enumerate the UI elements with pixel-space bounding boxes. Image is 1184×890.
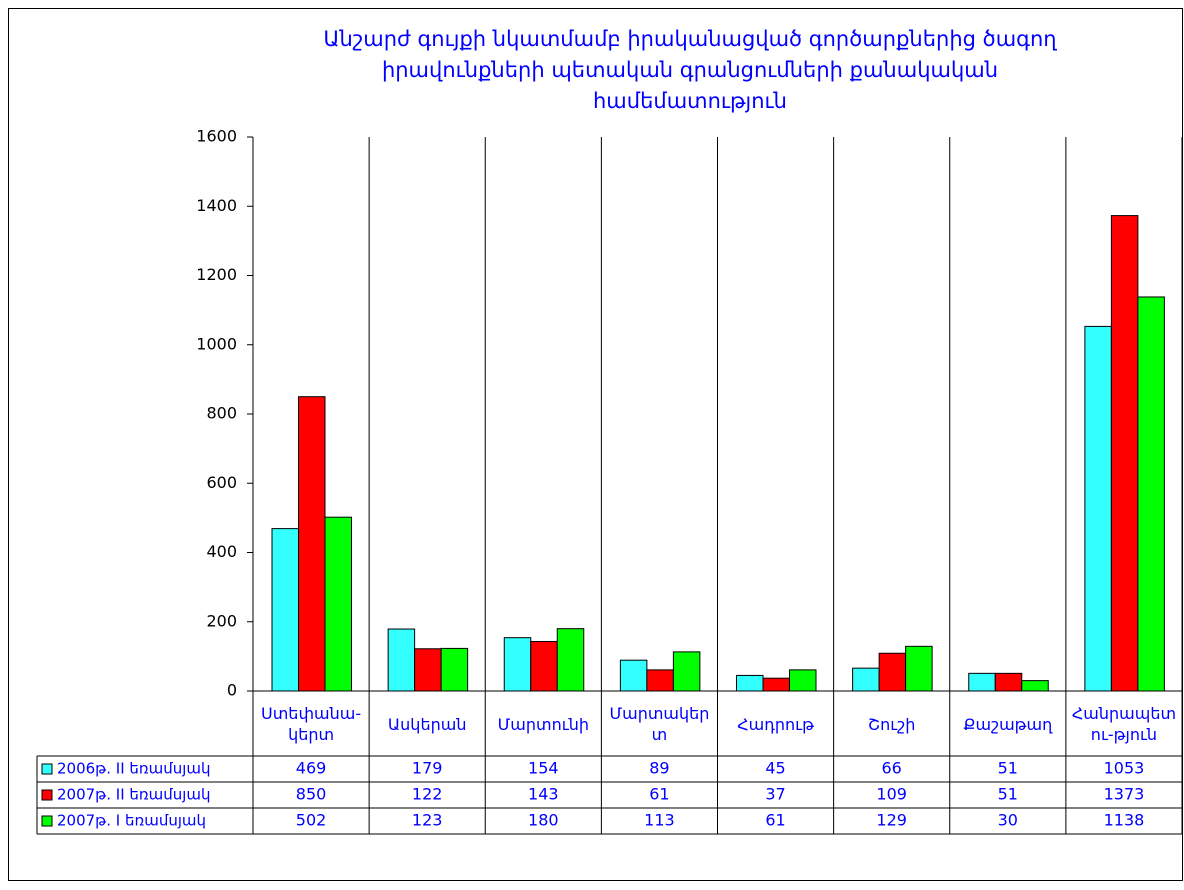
x-tick-label-box: Մարտակերտ [609, 704, 710, 744]
x-tick-label: Հանրապետու-թյուն [1071, 704, 1177, 744]
table-value: 850 [296, 785, 327, 804]
y-tick-label: 600 [206, 473, 237, 492]
bar [878, 652, 907, 692]
table-value: 1053 [1104, 759, 1145, 778]
x-tick-label: Հադրութ [737, 714, 814, 734]
chart-title: Անշարժ գույքի նկատմամբ իրականացված գործա… [323, 27, 1057, 51]
bar [736, 674, 764, 692]
bar [387, 628, 416, 692]
chart-title: իրավունքների պետական գրանցումների քանակա… [382, 58, 998, 82]
table-value: 1138 [1104, 811, 1145, 830]
x-tick-label-box: Ասկերան [387, 714, 467, 734]
legend-label: 2007թ. II եռամսյակ [57, 786, 210, 804]
bar [1137, 296, 1165, 692]
table-value: 113 [644, 811, 675, 830]
table-value: 51 [998, 759, 1018, 778]
table-value: 61 [765, 811, 785, 830]
legend-label: 2007թ. I եռամսյակ [57, 812, 206, 830]
y-tick-label: 1400 [196, 196, 237, 215]
bar [556, 628, 585, 692]
table-value: 143 [528, 785, 559, 804]
bar [762, 677, 790, 692]
chart-title: համեմատություն [593, 89, 787, 113]
x-tick-label: Մարտակերտ [609, 704, 710, 744]
legend-swatch [41, 789, 53, 801]
table-value: 30 [998, 811, 1018, 830]
table-value: 61 [649, 785, 669, 804]
bar [298, 396, 326, 692]
table-value: 129 [876, 811, 907, 830]
table-value: 37 [765, 785, 785, 804]
legend-swatch [41, 763, 53, 775]
table-value: 51 [998, 785, 1018, 804]
legend-swatch [41, 815, 53, 827]
x-tick-label-box: Հադրութ [737, 714, 814, 734]
bar [1021, 680, 1049, 692]
bar [852, 667, 880, 692]
table-value: 179 [412, 759, 443, 778]
table-value: 180 [528, 811, 559, 830]
x-tick-label: Մարտունի [497, 714, 589, 734]
y-tick-label: 0 [227, 681, 237, 700]
bar [905, 645, 933, 692]
table-value: 502 [296, 811, 327, 830]
bar [968, 672, 996, 692]
bar [1110, 215, 1139, 692]
bar [271, 528, 299, 692]
x-tick-label-box: Ստեփանա-կերտ [261, 704, 362, 744]
x-tick-label-box: Հանրապետու-թյուն [1071, 704, 1177, 744]
y-tick-label: 400 [206, 542, 237, 561]
y-tick-label: 200 [206, 611, 237, 630]
bar [994, 672, 1023, 692]
x-tick-label: Ստեփանա-կերտ [261, 704, 362, 744]
bar [619, 659, 648, 692]
table-value: 89 [649, 759, 669, 778]
table-value: 1373 [1104, 785, 1145, 804]
bar [789, 669, 817, 692]
table-value: 109 [876, 785, 907, 804]
table-value: 122 [412, 785, 443, 804]
table-value: 45 [765, 759, 785, 778]
table-value: 66 [882, 759, 902, 778]
y-tick-label: 1000 [196, 334, 237, 353]
x-tick-label-box: Քաշաթաղ [963, 714, 1053, 734]
x-tick-label: Շուշի [868, 714, 916, 734]
x-tick-label: Քաշաթաղ [963, 714, 1053, 734]
x-tick-label-box: Շուշի [868, 714, 916, 734]
x-tick-label: Ասկերան [387, 714, 467, 734]
bar [324, 516, 352, 692]
table-value: 123 [412, 811, 443, 830]
y-tick-label: 800 [206, 404, 237, 423]
bar [1084, 325, 1112, 692]
bar [440, 647, 469, 692]
table-value: 154 [528, 759, 559, 778]
y-tick-label: 1200 [196, 265, 237, 284]
bar [414, 648, 442, 692]
legend-label: 2006թ. II եռամսյակ [57, 760, 210, 778]
table-value: 469 [296, 759, 327, 778]
bar [672, 651, 701, 692]
y-tick-label: 1600 [196, 127, 237, 146]
bar [503, 637, 532, 692]
x-tick-label-box: Մարտունի [497, 714, 589, 734]
bar [646, 669, 674, 692]
bar [530, 640, 558, 692]
